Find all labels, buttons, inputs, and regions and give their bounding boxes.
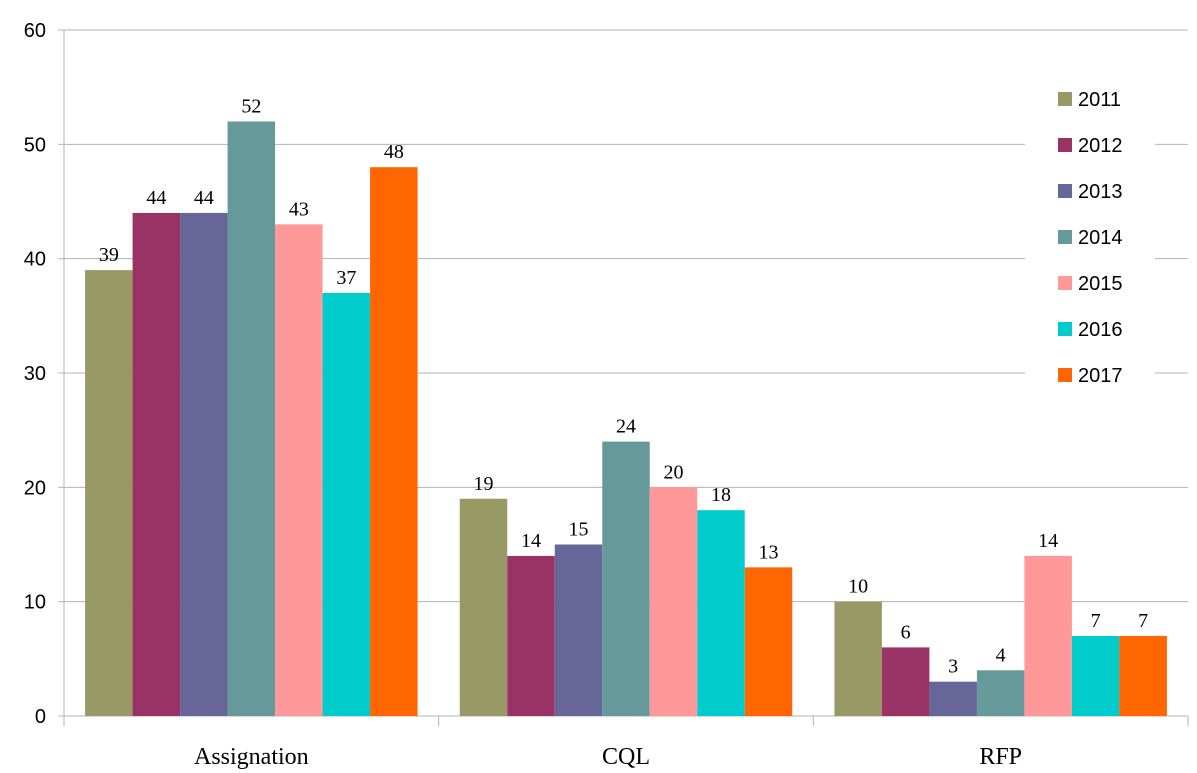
y-tick-label: 10 <box>24 592 46 614</box>
bar <box>85 270 133 716</box>
legend-swatch <box>1058 184 1072 198</box>
data-label: 4 <box>996 644 1006 666</box>
bar <box>132 212 181 716</box>
data-label: 15 <box>569 519 589 541</box>
bar <box>370 167 418 716</box>
legend-label: 2011 <box>1078 89 1121 111</box>
bar <box>834 601 882 716</box>
bar <box>602 441 650 716</box>
bar <box>649 487 698 716</box>
legend-swatch <box>1058 92 1072 106</box>
bar <box>554 544 603 716</box>
y-tick-label: 0 <box>35 706 46 728</box>
legend-label: 2017 <box>1078 365 1123 387</box>
data-label: 24 <box>616 416 636 438</box>
data-label: 14 <box>521 530 541 552</box>
bar <box>1024 555 1072 716</box>
bar <box>459 498 508 716</box>
data-label: 10 <box>848 576 868 598</box>
data-label: 6 <box>901 621 911 643</box>
legend: 2011 2012 2013 2014 2015 2016 2017 <box>1025 76 1155 404</box>
data-label: 3 <box>948 656 958 678</box>
legend-swatch <box>1058 368 1072 382</box>
x-category-label: CQL <box>602 744 650 770</box>
data-label: 48 <box>384 141 404 163</box>
legend-label: 2013 <box>1078 181 1123 203</box>
y-tick-label: 20 <box>24 477 46 499</box>
legend-swatch <box>1058 322 1072 336</box>
data-label: 37 <box>336 267 356 289</box>
bars <box>85 121 1167 716</box>
legend-swatch <box>1058 138 1072 152</box>
x-category-label: Assignation <box>194 744 309 770</box>
bar <box>929 681 977 716</box>
bar <box>697 510 745 716</box>
data-label: 44 <box>194 187 214 209</box>
data-label: 39 <box>99 244 119 266</box>
legend-swatch <box>1058 276 1072 290</box>
legend-box <box>1025 76 1155 404</box>
bar <box>1071 635 1120 716</box>
bar <box>507 555 555 716</box>
x-category-label: RFP <box>979 744 1022 770</box>
y-tick-label: 30 <box>24 363 46 385</box>
bar <box>744 567 793 716</box>
legend-swatch <box>1058 230 1072 244</box>
bar <box>227 121 276 716</box>
data-label: 13 <box>759 541 779 563</box>
bar <box>976 670 1025 716</box>
data-label: 19 <box>474 473 494 495</box>
legend-label: 2016 <box>1078 319 1123 341</box>
legend-label: 2014 <box>1078 227 1123 249</box>
y-tick-label: 60 <box>24 20 46 42</box>
data-label: 43 <box>289 198 309 220</box>
legend-label: 2012 <box>1078 135 1123 157</box>
data-label: 52 <box>241 95 261 117</box>
data-label: 7 <box>1091 610 1101 632</box>
bar <box>881 647 930 716</box>
bar <box>180 212 228 716</box>
legend-label: 2015 <box>1078 273 1123 295</box>
bar <box>1119 635 1167 716</box>
data-label: 18 <box>711 484 731 506</box>
data-label: 14 <box>1038 530 1058 552</box>
data-labels: 39 44 44 52 43 37 48 19 14 15 24 20 18 13 10 6 3 4 14 7 7 <box>99 95 1148 677</box>
y-tick-label: 50 <box>24 134 46 156</box>
y-tick-label: 40 <box>24 249 46 271</box>
data-label: 7 <box>1138 610 1148 632</box>
bar <box>275 224 323 716</box>
data-label: 44 <box>146 187 166 209</box>
data-label: 20 <box>664 461 684 483</box>
bar <box>322 292 371 716</box>
